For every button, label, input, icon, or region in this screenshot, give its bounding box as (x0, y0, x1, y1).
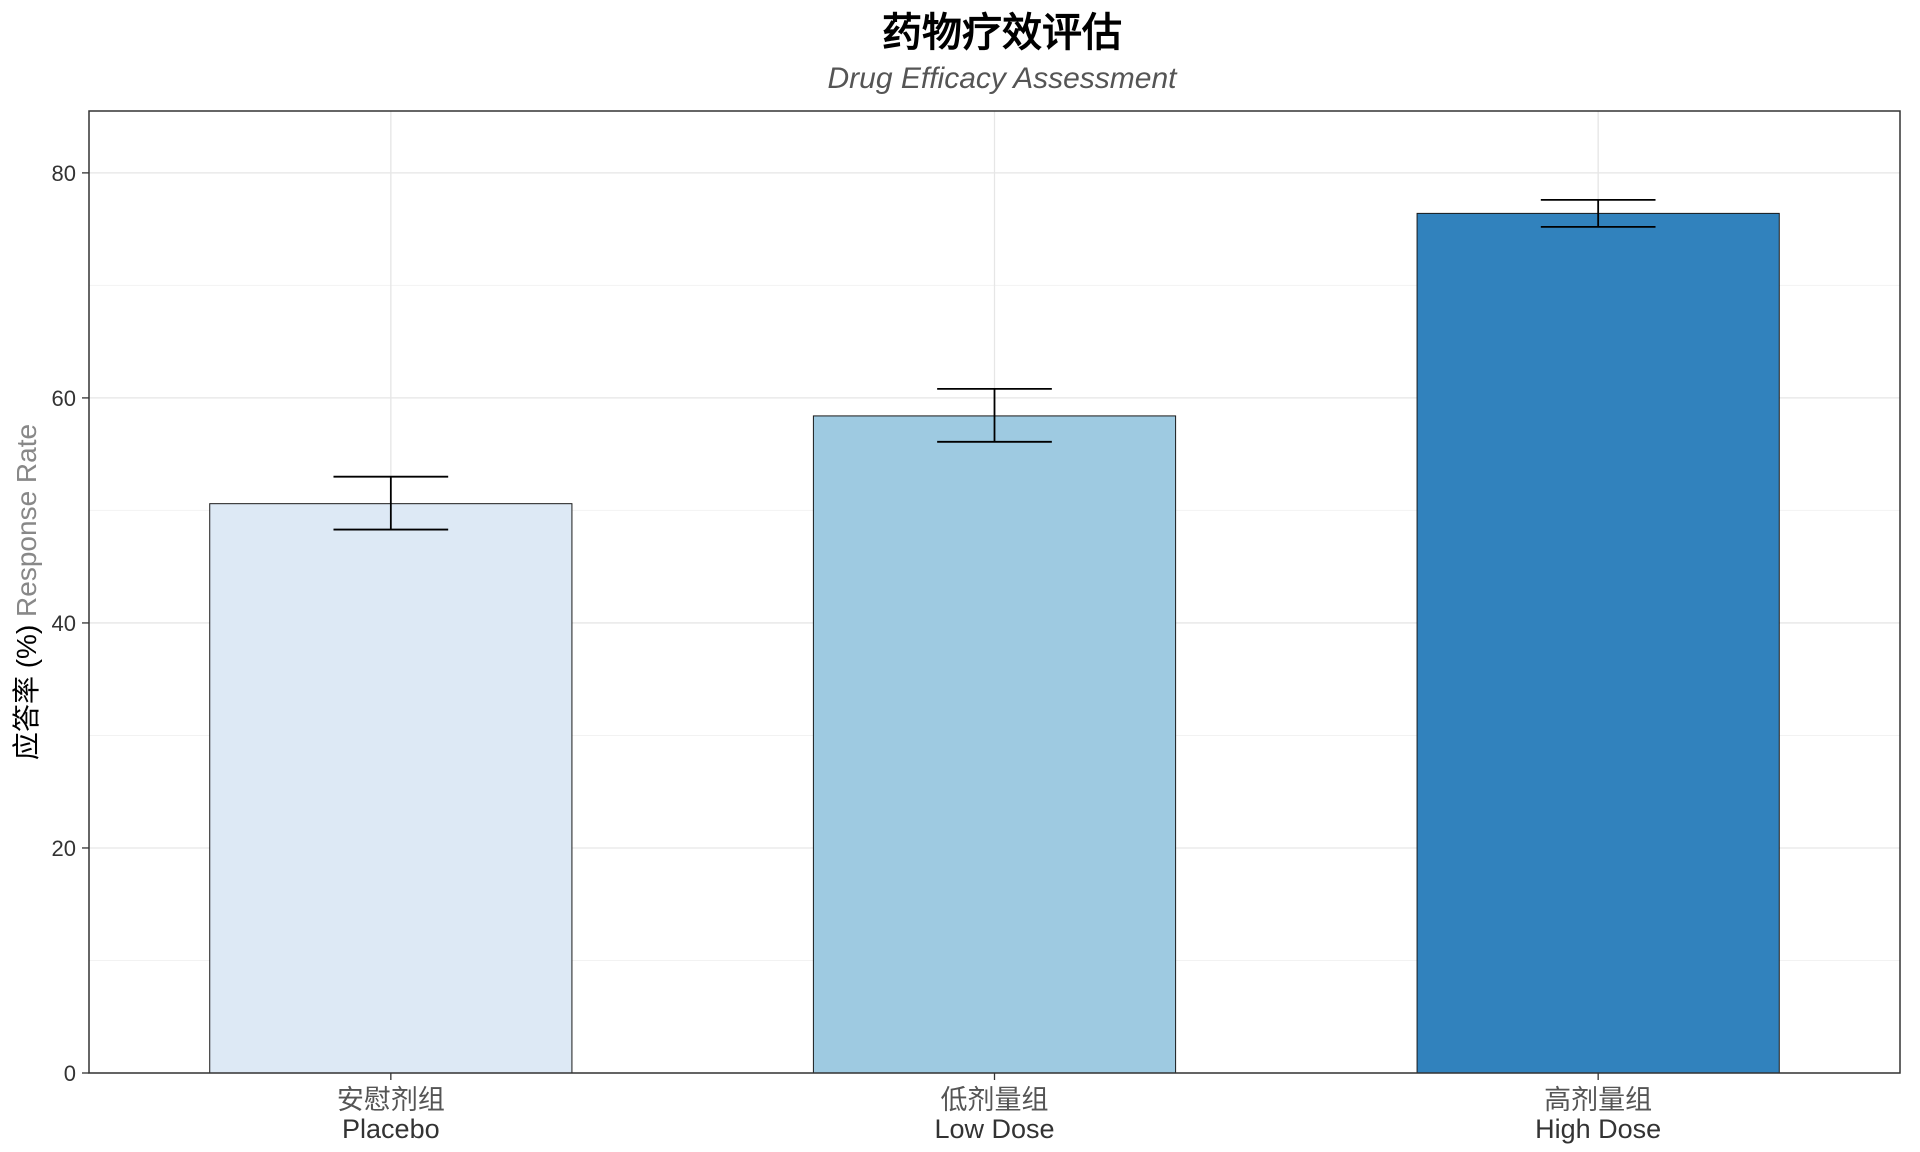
errorbar-layer (333, 198, 1656, 531)
x-tick-label-cn: 低剂量组 (941, 1085, 1049, 1116)
x-tick-label-en: Low Dose (934, 1114, 1054, 1144)
y-axis-ticks: 0 20 40 60 80 (52, 161, 89, 1086)
y-tick-label: 20 (52, 836, 76, 861)
y-tick-label: 60 (52, 386, 76, 411)
x-tick-label-cn: 安慰剂组 (337, 1085, 445, 1116)
x-tick-label-en: High Dose (1535, 1114, 1661, 1144)
y-axis-label-cn: 应答率 (10, 676, 43, 760)
error-bar (937, 388, 1052, 443)
y-axis-label-en: Response Rate (11, 424, 42, 617)
x-tick-label-en: Placebo (342, 1114, 440, 1144)
bar-high-dose (1416, 212, 1780, 1074)
error-bar (333, 475, 449, 531)
chart-title: 药物疗效评估 (882, 9, 1122, 56)
x-tick-label-cn: 高剂量组 (1544, 1085, 1652, 1116)
y-axis-label-unit: (%) (11, 617, 42, 676)
error-bar (1540, 198, 1656, 228)
bar-placebo (209, 503, 573, 1074)
y-tick-label: 80 (52, 161, 76, 186)
chart-subtitle: Drug Efficacy Assessment (828, 62, 1179, 95)
y-axis-label: 应答率 (%) Response Rate (10, 424, 43, 760)
bar-low-dose (812, 415, 1177, 1074)
bar-layer (209, 212, 1780, 1074)
y-tick-label: 40 (52, 611, 76, 636)
chart-title-group: 药物疗效评估 Drug Efficacy Assessment (828, 9, 1179, 95)
y-tick-label: 0 (64, 1061, 76, 1086)
